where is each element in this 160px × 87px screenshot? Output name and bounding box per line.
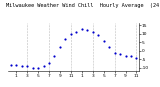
- Point: [113, 52, 116, 53]
- Point: [92, 31, 94, 33]
- Point: [31, 67, 34, 69]
- Point: [9, 64, 12, 65]
- Point: [48, 62, 50, 64]
- Point: [119, 54, 121, 55]
- Point: [70, 33, 72, 34]
- Point: [97, 35, 100, 36]
- Point: [37, 67, 39, 69]
- Point: [75, 31, 78, 33]
- Point: [15, 64, 17, 65]
- Point: [42, 66, 45, 67]
- Point: [20, 66, 23, 67]
- Point: [59, 47, 61, 48]
- Point: [102, 40, 105, 41]
- Point: [53, 55, 56, 57]
- Point: [26, 66, 28, 67]
- Point: [86, 30, 88, 31]
- Point: [124, 55, 127, 57]
- Point: [130, 55, 132, 57]
- Text: Milwaukee Weather Wind Chill  Hourly Average  (24 Hours): Milwaukee Weather Wind Chill Hourly Aver…: [6, 3, 160, 8]
- Point: [108, 47, 110, 48]
- Point: [135, 57, 138, 58]
- Point: [80, 28, 83, 29]
- Point: [64, 38, 67, 40]
